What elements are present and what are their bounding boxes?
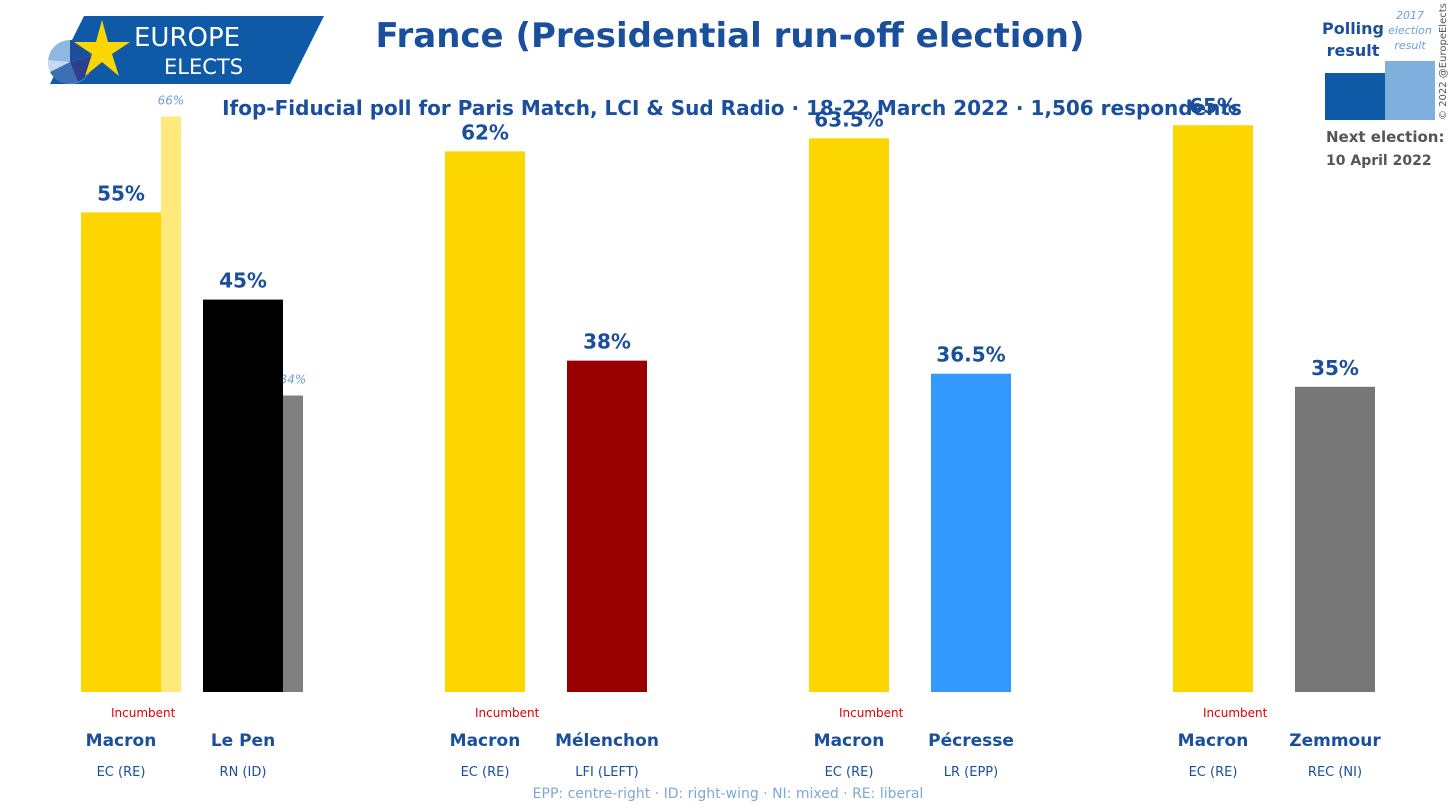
candidate-name-m-lenchon-2: Mélenchon — [555, 731, 659, 751]
value-label-macron-4: 65% — [1189, 94, 1237, 118]
party-label-macron-2: EC (RE) — [461, 765, 510, 780]
prev-bar-le-pen-1 — [283, 395, 303, 692]
candidate-name-zemmour-4: Zemmour — [1289, 731, 1381, 751]
footer-legend: EPP: centre-right · ID: right-wing · NI:… — [532, 786, 924, 802]
party-label-le-pen-1: RN (ID) — [220, 765, 267, 780]
chart-title: France (Presidential run-off election) — [375, 16, 1085, 56]
incumbent-label-macron-3: Incumbent — [839, 706, 904, 720]
chart-subtitle: Ifop-Fiducial poll for Paris Match, LCI … — [222, 96, 1242, 120]
party-label-p-cresse-3: LR (EPP) — [944, 765, 998, 780]
value-label-macron-2: 62% — [461, 120, 509, 144]
prev-label-le-pen-1: 34% — [280, 373, 307, 387]
logo-text-europe: EUROPE — [134, 23, 240, 53]
bar-macron-3 — [809, 138, 889, 692]
legend-previous-result: 2017 election result — [1388, 9, 1432, 52]
candidate-name-macron-2: Macron — [450, 731, 521, 751]
next-election-date: 10 April 2022 — [1326, 153, 1432, 169]
party-label-macron-1: EC (RE) — [97, 765, 146, 780]
candidate-name-le-pen-1: Le Pen — [211, 731, 275, 751]
bar-p-cresse-3 — [931, 373, 1011, 692]
value-label-macron-1: 55% — [97, 181, 145, 205]
party-label-macron-4: EC (RE) — [1189, 765, 1238, 780]
bar-m-lenchon-2 — [567, 360, 647, 692]
prev-label-macron-1: 66% — [158, 93, 185, 107]
incumbent-label-macron-2: Incumbent — [475, 706, 540, 720]
candidate-name-macron-1: Macron — [86, 731, 157, 751]
value-label-zemmour-4: 35% — [1311, 356, 1359, 380]
legend-polling-result: Polling result — [1321, 19, 1384, 60]
candidate-name-macron-4: Macron — [1178, 731, 1249, 751]
party-label-macron-3: EC (RE) — [825, 765, 874, 780]
party-label-zemmour-4: REC (NI) — [1308, 765, 1362, 780]
bar-macron-4 — [1173, 125, 1253, 692]
candidate-name-p-cresse-3: Pécresse — [928, 731, 1014, 751]
europe-elects-logo: EUROPE ELECTS — [47, 16, 324, 84]
bar-macron-1 — [81, 212, 161, 692]
logo-text-elects: ELECTS — [164, 55, 243, 79]
party-label-m-lenchon-2: LFI (LEFT) — [575, 765, 638, 780]
next-election-label: Next election: — [1326, 128, 1445, 146]
prev-bar-macron-1 — [161, 116, 181, 693]
bar-zemmour-4 — [1295, 386, 1375, 692]
value-label-m-lenchon-2: 38% — [583, 330, 631, 354]
bar-macron-2 — [445, 151, 525, 693]
value-label-p-cresse-3: 36.5% — [936, 343, 1005, 367]
incumbent-label-macron-4: Incumbent — [1203, 706, 1268, 720]
logo-pie-icon — [47, 40, 92, 84]
legend-previous-swatch — [1385, 61, 1435, 120]
value-label-macron-3: 63.5% — [814, 107, 883, 131]
logo-star-icon — [74, 20, 130, 76]
legend-polling-swatch — [1325, 73, 1385, 120]
candidate-name-macron-3: Macron — [814, 731, 885, 751]
value-label-le-pen-1: 45% — [219, 269, 267, 293]
bar-le-pen-1 — [203, 299, 283, 692]
incumbent-label-macron-1: Incumbent — [111, 706, 176, 720]
